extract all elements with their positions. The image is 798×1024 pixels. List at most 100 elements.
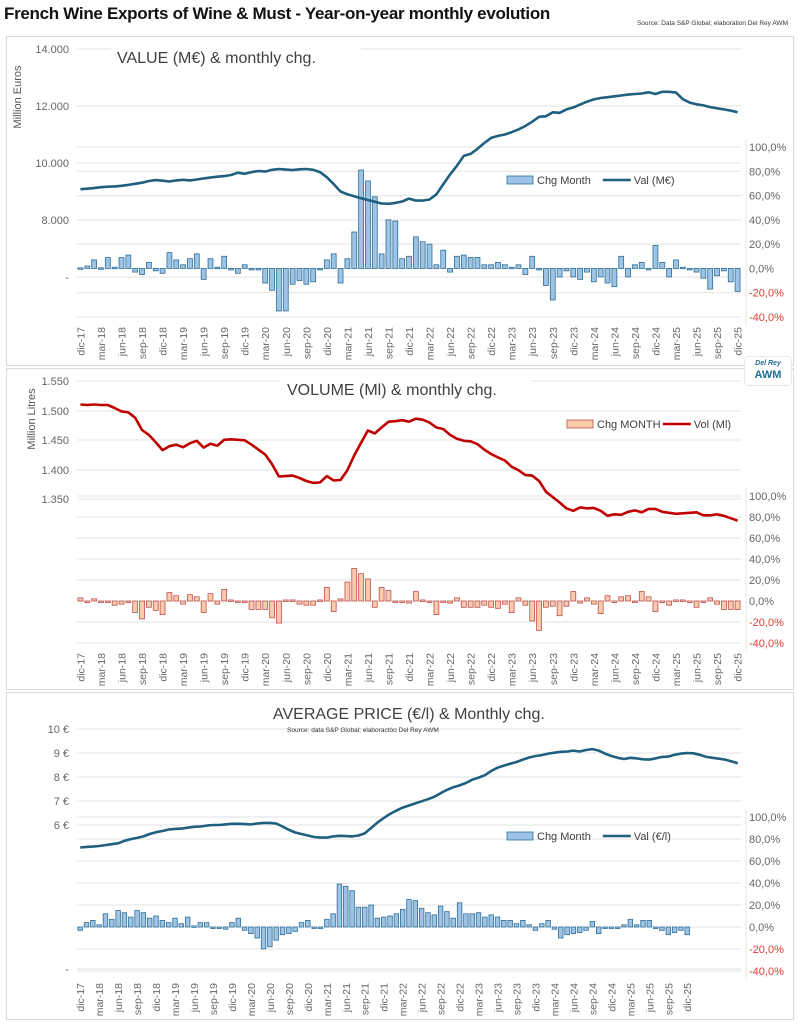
left-tick-label: 1.400 — [41, 465, 69, 477]
bar-chg-month — [385, 219, 392, 269]
bar-chg-month — [621, 924, 627, 928]
bar-chg-month — [180, 264, 186, 269]
bar-chg-month — [515, 264, 522, 269]
x-tick-label: sep-23 — [512, 983, 524, 1015]
bar-chg-month — [121, 912, 128, 928]
x-tick-label: jun-21 — [363, 653, 375, 683]
x-tick-label: jun-24 — [568, 983, 580, 1013]
x-tick-label: sep-25 — [712, 327, 724, 359]
bar-chg-month — [203, 922, 210, 928]
right-tick-label: 0,0% — [749, 596, 774, 608]
bar-chg-month — [454, 255, 460, 269]
x-tick-label: dic-21 — [404, 653, 416, 682]
bar-chg-month — [368, 904, 374, 928]
bar-chg-month — [178, 923, 185, 928]
x-tick-label: sep-21 — [360, 983, 372, 1015]
bar-chg-month — [522, 600, 529, 606]
bar-chg-month — [351, 231, 358, 269]
volume-chart-panel: 1.550 1.500 1.450 1.400 1.350 100,0% 80,0% 60,0… — [6, 368, 794, 690]
bar-chg-month — [104, 600, 111, 603]
left-tick-label: 1.450 — [41, 435, 69, 447]
bar-chg-month — [556, 600, 563, 617]
bar-chg-month — [399, 600, 406, 603]
x-tick-label: jun-20 — [265, 983, 277, 1013]
x-tick-label: sep-22 — [466, 327, 478, 359]
bar-chg-month — [387, 915, 393, 928]
bar-chg-month — [659, 926, 665, 931]
bar-chg-month — [633, 924, 640, 928]
bar-chg-month — [632, 264, 638, 269]
x-tick-label: jun-22 — [445, 653, 457, 683]
bar-chg-month — [686, 268, 693, 271]
bar-chg-month — [184, 916, 191, 928]
bar-chg-month — [197, 922, 203, 928]
bar-chg-month — [419, 599, 426, 602]
bar-chg-month — [734, 268, 741, 292]
bar-chg-month — [652, 926, 659, 929]
bar-chg-month — [289, 268, 296, 285]
bar-chg-month — [645, 596, 652, 602]
right-tick-label: 0,0% — [749, 263, 774, 275]
bar-chg-month — [520, 919, 526, 928]
bar-chg-month — [426, 243, 433, 269]
bar-chg-month — [153, 915, 159, 928]
bar-chg-month — [618, 596, 625, 602]
chart-title: VOLUME (Ml) & monthly chg. — [287, 382, 497, 399]
bar-chg-month — [412, 900, 419, 928]
x-tick-label: dic-23 — [530, 983, 542, 1012]
bar-chg-month — [526, 924, 532, 928]
chart-title: AVERAGE PRICE (€/l) & Monthly chg. — [273, 706, 545, 723]
right-tick-label: -20,0% — [749, 617, 784, 629]
bar-chg-month — [98, 600, 104, 603]
bar-chg-month — [305, 919, 311, 928]
bar-chg-month — [714, 268, 720, 277]
bar-chg-month — [317, 599, 323, 602]
x-tick-label: dic-23 — [568, 327, 580, 356]
x-tick-label: mar-19 — [170, 983, 182, 1016]
x-tick-label: dic-19 — [240, 653, 252, 682]
bar-chg-month — [447, 600, 453, 604]
x-tick-label: jun-19 — [199, 327, 211, 357]
right-tick-label: 40,0% — [749, 554, 780, 566]
bar-chg-month — [317, 926, 324, 929]
left-tick-label: 1.550 — [41, 376, 69, 388]
x-tick-label: sep-22 — [466, 653, 478, 685]
x-tick-label: dic-25 — [682, 983, 694, 1012]
bar-chg-month — [191, 925, 197, 928]
bar-chg-month — [597, 600, 604, 615]
chart-subtitle: Source: data S&P Global; elaboractóo Del… — [287, 727, 439, 734]
bar-chg-month — [392, 220, 399, 269]
bar-chg-month — [371, 196, 378, 269]
x-tick-label: jun-19 — [189, 983, 201, 1013]
bar-chg-month — [118, 600, 125, 605]
x-tick-label: mar-19 — [178, 653, 190, 686]
bar-chg-month — [207, 593, 214, 602]
chart-title: VALUE (M€) & monthly chg. — [117, 50, 316, 67]
bar-chg-month — [248, 926, 254, 934]
bar-chg-month — [539, 923, 545, 928]
bar-chg-month — [727, 268, 734, 283]
bar-chg-month — [228, 268, 234, 271]
x-tick-label: sep-20 — [301, 327, 313, 359]
x-tick-label: mar-18 — [96, 327, 108, 360]
bar-chg-month — [693, 600, 700, 608]
right-tick-label: 40,0% — [749, 878, 780, 890]
x-tick-label: dic-22 — [455, 983, 467, 1012]
bar-chg-month — [292, 926, 298, 932]
series-line — [80, 403, 739, 522]
bar-chg-month — [166, 592, 173, 602]
bar-chg-month — [529, 255, 536, 269]
bar-chg-month — [618, 255, 625, 269]
bar-chg-month — [714, 600, 720, 605]
bar-chg-month — [362, 906, 368, 928]
bar-chg-month — [426, 600, 433, 603]
bar-chg-month — [495, 261, 501, 269]
bar-chg-month — [311, 926, 317, 929]
bar-chg-month — [693, 268, 700, 273]
x-tick-label: mar-18 — [96, 653, 108, 686]
bar-chg-month — [267, 926, 273, 948]
left-tick-label: 10 € — [48, 724, 69, 736]
bar-chg-month — [330, 913, 336, 928]
right-tick-label: 80,0% — [749, 834, 780, 846]
bar-chg-month — [132, 268, 139, 273]
